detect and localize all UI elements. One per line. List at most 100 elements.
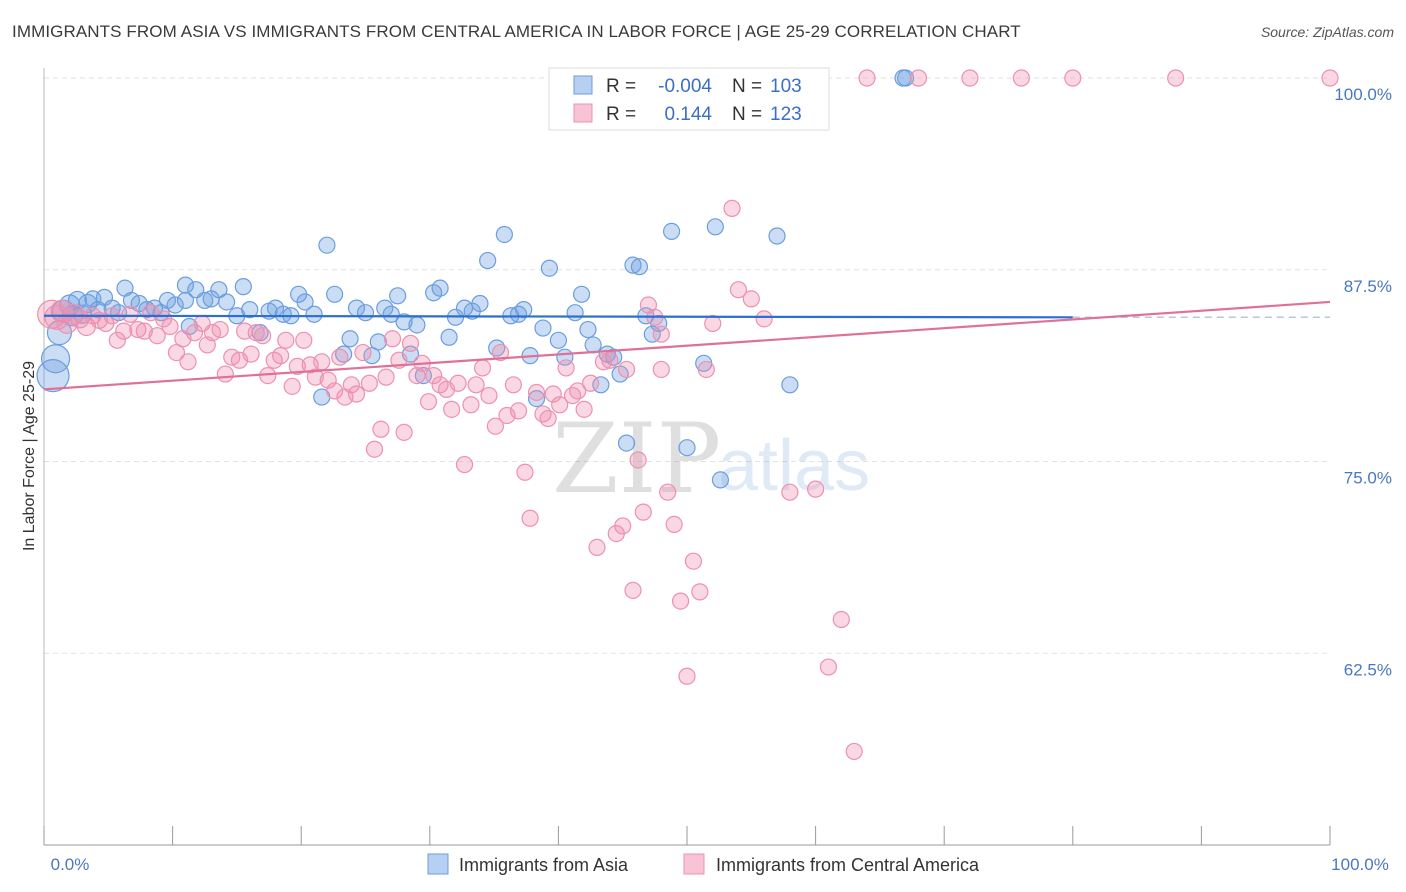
y-tick-label: 87.5% xyxy=(1344,277,1392,296)
point-central-america xyxy=(313,353,331,371)
point-central-america xyxy=(563,386,582,405)
legend-swatch-asia xyxy=(573,75,593,95)
point-central-america xyxy=(347,385,366,403)
x-tick-label-min: 0.0% xyxy=(51,855,90,874)
bottom-legend-swatch-asia xyxy=(427,853,449,875)
point-central-america xyxy=(242,345,260,363)
point-central-america xyxy=(659,483,677,501)
point-asia xyxy=(572,285,591,303)
point-asia xyxy=(579,320,597,339)
point-central-america xyxy=(115,322,133,340)
point-asia xyxy=(479,251,497,270)
point-central-america xyxy=(306,368,324,386)
point-central-america xyxy=(455,455,474,474)
point-central-america xyxy=(326,382,344,400)
point-central-america xyxy=(521,509,539,527)
point-central-america xyxy=(665,515,683,533)
point-asia xyxy=(369,333,387,351)
legend-box: R = -0.004 N = 103 R = 0.144 N = 123 xyxy=(548,67,830,131)
point-central-america xyxy=(377,368,395,386)
point-asia xyxy=(176,276,195,294)
point-asia xyxy=(326,285,344,303)
point-central-america xyxy=(575,400,593,418)
trend-line-central-america xyxy=(43,300,1331,391)
point-central-america xyxy=(781,483,799,501)
y-tick-label: 62.5% xyxy=(1344,660,1392,679)
point-central-america xyxy=(504,376,522,394)
point-central-america xyxy=(254,327,272,345)
point-central-america xyxy=(331,348,349,366)
point-asia xyxy=(363,347,381,365)
point-central-america xyxy=(354,343,372,362)
legend-r-label-asia: R = xyxy=(606,76,636,97)
point-asia xyxy=(241,301,259,319)
point-central-america xyxy=(121,305,139,323)
point-central-america xyxy=(319,371,337,389)
point-central-america xyxy=(395,423,413,441)
point-central-america xyxy=(167,343,186,362)
point-central-america xyxy=(179,353,197,371)
point-central-america xyxy=(129,320,147,339)
point-asia xyxy=(643,325,661,343)
point-central-america xyxy=(601,351,619,369)
trend-line-asia xyxy=(43,314,1073,319)
bottom-legend-label-central-america: Immigrants from Central America xyxy=(716,855,980,875)
point-asia xyxy=(678,439,696,457)
legend-r-value-central-america: 0.144 xyxy=(664,104,712,125)
point-asia xyxy=(296,293,314,311)
watermark: ZIP atlas xyxy=(552,403,870,515)
bottom-legend: Immigrants from Asia Immigrants from Cen… xyxy=(427,853,980,875)
point-asia xyxy=(196,291,214,310)
point-asia xyxy=(431,279,449,297)
point-central-america xyxy=(509,402,528,420)
point-central-america xyxy=(425,366,443,385)
point-central-america xyxy=(419,393,438,411)
point-asia xyxy=(584,336,602,354)
point-central-america xyxy=(617,360,636,379)
point-central-america xyxy=(283,377,301,395)
point-central-america xyxy=(401,334,420,352)
point-asia xyxy=(356,304,375,322)
bottom-legend-label-asia: Immigrants from Asia xyxy=(459,855,629,875)
x-tick-label-max: 100.0% xyxy=(1331,855,1389,874)
point-central-america xyxy=(108,331,126,349)
trend-lines xyxy=(43,300,1331,391)
point-asia xyxy=(509,305,528,323)
point-central-america xyxy=(634,503,652,521)
point-central-america xyxy=(161,317,179,336)
point-central-america xyxy=(832,610,850,629)
point-asia xyxy=(166,296,184,314)
point-asia xyxy=(566,304,584,322)
point-central-america xyxy=(277,331,295,349)
point-central-america xyxy=(729,281,748,299)
point-asia xyxy=(549,331,568,349)
point-central-america xyxy=(491,343,510,362)
point-asia xyxy=(176,291,195,310)
point-central-america xyxy=(684,552,703,570)
point-central-america xyxy=(629,451,647,469)
watermark-zip: ZIP xyxy=(552,403,721,515)
chart-source: Source: ZipAtlas.com xyxy=(1260,24,1394,40)
point-asia xyxy=(495,225,513,244)
point-central-america xyxy=(473,359,492,377)
point-central-america xyxy=(614,517,632,535)
point-central-america xyxy=(534,405,552,423)
watermark-atlas: atlas xyxy=(718,426,870,506)
point-central-america xyxy=(858,69,876,87)
point-central-america xyxy=(581,374,600,392)
point-asia xyxy=(527,390,546,408)
point-asia xyxy=(781,376,799,394)
point-central-america xyxy=(365,440,384,458)
point-central-america xyxy=(588,538,606,557)
point-central-america xyxy=(697,360,715,379)
point-asia xyxy=(897,69,915,87)
point-central-america xyxy=(819,658,838,676)
point-asia xyxy=(630,258,649,276)
point-asia xyxy=(382,305,400,323)
point-asia xyxy=(768,227,786,245)
point-central-america xyxy=(148,327,166,345)
point-central-america xyxy=(652,325,670,343)
y-tick-label: 75.0% xyxy=(1344,469,1392,488)
point-asia xyxy=(540,259,558,277)
